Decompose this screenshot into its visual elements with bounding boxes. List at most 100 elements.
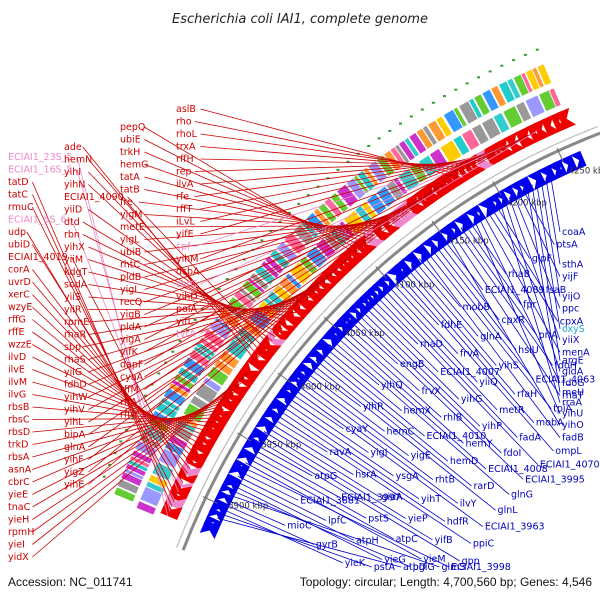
reverse-gene-arrow	[261, 406, 282, 427]
track-marker	[287, 211, 291, 214]
gene-leader-line	[387, 285, 478, 383]
gene-label: atpD	[403, 562, 426, 573]
gene-leader-line	[32, 244, 184, 483]
forward-gene-arrow	[259, 334, 282, 356]
track-marker	[260, 239, 264, 242]
gene-label: menA	[562, 347, 590, 358]
gene-leader-line	[200, 154, 491, 210]
category-segment	[128, 459, 148, 472]
gene-leader-line	[477, 215, 561, 384]
gene-label: recQ	[120, 297, 142, 308]
gene-leader-line	[299, 380, 434, 481]
gene-leader-line	[284, 401, 394, 477]
gene-label: pstS	[368, 513, 389, 524]
track-marker	[377, 137, 381, 140]
gene-label: gldA	[562, 366, 584, 377]
category-segment	[482, 89, 499, 112]
gene-leader-line	[414, 261, 479, 337]
gene-label: yihV	[64, 405, 85, 416]
gene-leader-line	[32, 281, 191, 469]
category-segment	[443, 109, 463, 133]
gene-label: xerC	[8, 290, 30, 301]
gene-label: rhtB	[435, 475, 455, 486]
gene-leader-line	[255, 444, 313, 477]
gene-label: ilvY	[460, 498, 477, 509]
gene-leader-line	[431, 248, 534, 380]
gene-label: engB	[400, 359, 424, 370]
gene-leader-line	[200, 139, 519, 285]
gene-leader-line	[219, 513, 372, 568]
gene-leader-line	[247, 457, 394, 540]
gene-leader-line	[398, 274, 554, 452]
gene-label: yijF	[562, 272, 578, 283]
gene-label: dtd	[64, 217, 80, 228]
gene-leader-line	[200, 151, 496, 222]
track-marker	[336, 168, 340, 171]
reverse-gene-arrow	[559, 154, 578, 175]
gene-leader-line	[235, 480, 355, 541]
gene-label: yihE	[64, 480, 84, 491]
forward-gene-arrow	[333, 254, 354, 276]
gene-label: ilvM	[8, 377, 27, 388]
category-segment	[238, 287, 257, 304]
gene-leader-line	[278, 409, 445, 522]
category-segment	[513, 74, 529, 96]
gene-leader-line	[88, 281, 325, 398]
gene-label: ptsA	[556, 240, 578, 251]
gene-label: fpr	[523, 300, 536, 311]
gene-label: rhoL	[176, 129, 198, 140]
gene-label: ECIAI1_3995	[525, 474, 585, 485]
category-segment	[440, 140, 462, 163]
gene-label: gpp	[462, 556, 480, 567]
gene-label: lpfC	[328, 516, 347, 527]
reverse-gene-arrow	[242, 435, 264, 457]
gene-leader-line	[281, 405, 420, 500]
category-segment	[390, 147, 406, 167]
gene-label: ECIAI1_16S_5	[8, 165, 72, 176]
reverse-gene-arrow	[411, 243, 432, 265]
gene-label: trkD	[8, 440, 28, 451]
gene-label: rhaB	[508, 269, 530, 280]
gene-label: ECIAI1_5S_6	[8, 215, 66, 226]
gene-label: yihU	[562, 409, 583, 420]
forward-gene-arrow	[227, 376, 251, 398]
category-segment	[189, 349, 210, 368]
gene-label: yieI	[8, 540, 25, 551]
track-marker	[500, 64, 504, 67]
gene-label: ECIAI1_23S_5	[8, 152, 72, 163]
gene-label: yihL	[64, 417, 84, 428]
track-marker	[119, 440, 123, 443]
gene-leader-line	[305, 371, 385, 432]
gene-label: ppc	[562, 304, 579, 315]
gene-label: mobA	[536, 418, 564, 429]
gene-leader-line	[372, 299, 419, 345]
category-segment	[459, 101, 478, 124]
gene-label: wzyE	[8, 302, 32, 313]
gene-label: glpF	[532, 254, 552, 265]
gene-label: yigZ	[64, 467, 85, 478]
category-segment	[468, 98, 483, 119]
gene-leader-line	[439, 242, 500, 321]
gene-leader-line	[545, 177, 561, 265]
category-segment	[404, 137, 419, 157]
gene-label: yiiX	[562, 335, 580, 346]
gene-label: ECIAI1_3998	[451, 562, 511, 573]
gene-label: hemG	[120, 160, 148, 171]
gene-label: meU	[562, 387, 584, 398]
gene-leader-line	[32, 331, 200, 451]
tick-label: 4100 kbp	[394, 280, 434, 290]
gene-label: pldB	[120, 272, 141, 283]
gene-leader-line	[144, 212, 404, 278]
category-segment	[156, 402, 178, 419]
gene-label: rffH	[176, 154, 194, 165]
tick-label: 3900 kbp	[228, 502, 268, 512]
gene-leader-line	[473, 218, 561, 414]
gene-label: tpiA	[553, 404, 572, 415]
gene-label: yihM	[176, 254, 198, 265]
category-segment	[132, 450, 153, 464]
gene-leader-line	[287, 396, 369, 453]
gene-leader-line	[322, 351, 425, 437]
gene-label: rhaT	[562, 390, 584, 401]
